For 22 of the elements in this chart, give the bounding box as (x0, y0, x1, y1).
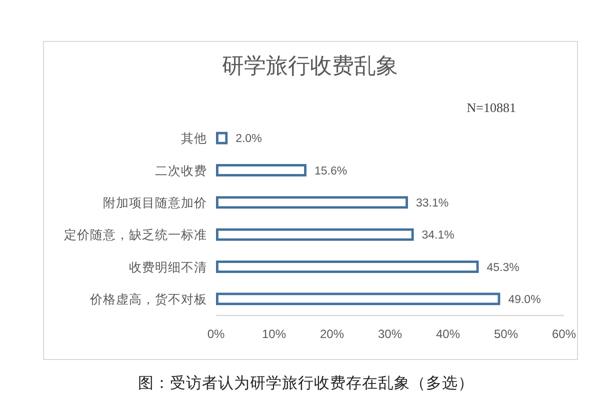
annotation: 图：受访者认为研学旅行收费存在乱象（多选） (138, 375, 474, 392)
data-label: 15.6% (314, 165, 348, 178)
category-label: 其他 (181, 132, 207, 146)
title: 研学旅行收费乱象 (222, 53, 398, 78)
x-tick: 20% (320, 327, 344, 341)
data-label: 45.3% (486, 262, 520, 274)
data-label: 34.1% (422, 230, 454, 242)
category-label: 二次收费 (155, 164, 207, 178)
x-tick: 60% (552, 327, 576, 341)
subtitle: N=10881 (466, 100, 516, 115)
x-tick: 30% (378, 327, 402, 341)
category-label: 收费明细不清 (129, 260, 207, 274)
category-label: 定价随意，缺乏统一标准 (64, 228, 207, 242)
data-label: 49.0% (508, 294, 541, 306)
x-tick: 40% (436, 327, 460, 341)
x-tick: 10% (262, 327, 286, 341)
x-tick: 50% (494, 327, 518, 341)
data-label: 2.0% (236, 133, 262, 146)
data-label: 33.1% (416, 197, 449, 210)
x-tick: 0% (207, 327, 225, 341)
category-label: 价格虚高，货不对板 (90, 292, 207, 306)
category-label: 附加项目随意加价 (103, 196, 207, 210)
